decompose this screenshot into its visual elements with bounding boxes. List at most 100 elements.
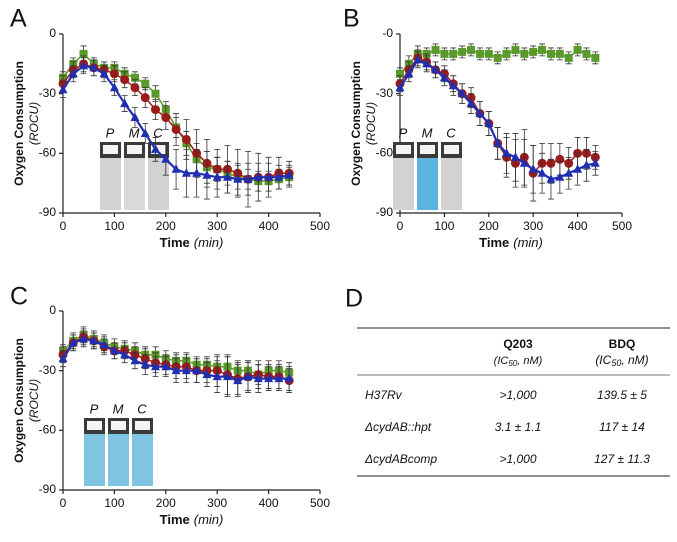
- vial-label: [151, 145, 166, 154]
- marker: [502, 148, 512, 157]
- table-cell: >1,000: [499, 452, 536, 466]
- marker: [511, 45, 520, 54]
- unit-subscript: 50: [508, 359, 517, 368]
- y-tick-label: -30: [39, 363, 57, 377]
- panel-letter: A: [10, 5, 27, 33]
- vial-body: [417, 158, 438, 210]
- y-tick-label: -60: [39, 146, 57, 160]
- marker: [422, 58, 432, 68]
- marker: [546, 174, 556, 183]
- y-tick-label: 0: [49, 303, 56, 317]
- y-tick-label: -60: [39, 423, 57, 437]
- y-axis-label: Oxygen Consumption: [12, 338, 26, 463]
- x-axis-label: Time: [160, 235, 190, 250]
- marker: [68, 68, 78, 78]
- marker: [79, 60, 89, 70]
- x-tick-label: 100: [104, 496, 124, 510]
- inset-label: P: [399, 125, 408, 140]
- x-tick-label: 300: [207, 219, 227, 233]
- marker: [538, 45, 547, 54]
- marker: [404, 68, 414, 78]
- marker: [140, 359, 150, 369]
- marker: [161, 154, 171, 163]
- vial-label: [135, 421, 150, 430]
- vial-body: [441, 158, 462, 210]
- x-tick-label: 200: [156, 496, 176, 510]
- marker: [151, 144, 161, 153]
- vial-body: [148, 158, 169, 210]
- marker: [58, 84, 68, 94]
- marker: [458, 47, 467, 56]
- marker: [555, 172, 565, 181]
- unit-part: , nM): [517, 355, 542, 367]
- marker: [274, 172, 284, 181]
- inset-label: P: [90, 401, 99, 416]
- marker: [555, 49, 564, 58]
- marker: [537, 168, 547, 177]
- x-tick-label: 300: [207, 496, 227, 510]
- marker: [161, 113, 171, 123]
- marker: [130, 83, 140, 93]
- vial-label: [127, 145, 142, 154]
- marker: [457, 88, 467, 98]
- marker: [396, 69, 404, 78]
- y-tick-label: -90: [39, 205, 57, 219]
- marker: [202, 369, 212, 379]
- vial-label: [103, 145, 118, 154]
- marker: [89, 62, 99, 72]
- marker: [202, 170, 212, 179]
- x-axis-title: Time (min): [479, 235, 543, 250]
- marker: [243, 174, 253, 183]
- inset-label: P: [106, 125, 115, 140]
- table-cell: 127 ± 11.3: [594, 452, 650, 466]
- marker: [582, 49, 591, 58]
- marker: [222, 172, 232, 181]
- marker: [253, 373, 263, 383]
- marker: [212, 172, 222, 181]
- x-tick-label: 0: [60, 496, 67, 510]
- marker: [484, 49, 493, 58]
- y-tick-label: -30: [376, 86, 394, 100]
- marker: [79, 333, 89, 343]
- inset-label: M: [422, 125, 433, 140]
- x-axis-unit: (min): [194, 512, 224, 527]
- marker: [171, 365, 181, 375]
- marker: [431, 45, 440, 54]
- marker: [120, 75, 130, 85]
- x-tick-label: 500: [310, 219, 330, 233]
- unit-part: , nM): [621, 353, 648, 367]
- column-unit: (IC50, nM): [494, 355, 543, 368]
- column-header: Q203: [503, 337, 533, 351]
- vial-body: [84, 434, 105, 486]
- vial-body: [100, 158, 121, 210]
- marker: [591, 53, 600, 62]
- marker: [493, 138, 503, 147]
- x-tick-label: 300: [523, 219, 543, 233]
- x-tick-label: 0: [60, 219, 67, 233]
- vial-body: [132, 434, 153, 486]
- marker: [546, 49, 555, 58]
- marker: [192, 365, 202, 375]
- column-header: BDQ: [609, 337, 636, 351]
- x-tick-label: 400: [568, 219, 588, 233]
- unit-subscript: 50: [611, 358, 621, 368]
- marker: [440, 49, 449, 58]
- y-axis-label: Oxygen Consumption: [349, 61, 363, 186]
- vial-body: [108, 434, 129, 486]
- vial-body: [393, 158, 414, 210]
- y-tick-label: 0: [49, 26, 56, 40]
- marker: [120, 98, 130, 108]
- marker: [99, 339, 109, 349]
- marker: [413, 54, 423, 64]
- marker: [212, 371, 222, 381]
- vial-label: [420, 145, 435, 154]
- panel-letter: B: [343, 5, 360, 33]
- y-tick-label: -90: [39, 482, 57, 496]
- table-cell: 117 ± 14: [599, 420, 645, 434]
- marker: [222, 371, 232, 381]
- inset-label: M: [129, 125, 140, 140]
- marker: [130, 355, 140, 365]
- inset-label: C: [153, 125, 163, 140]
- marker: [264, 172, 274, 181]
